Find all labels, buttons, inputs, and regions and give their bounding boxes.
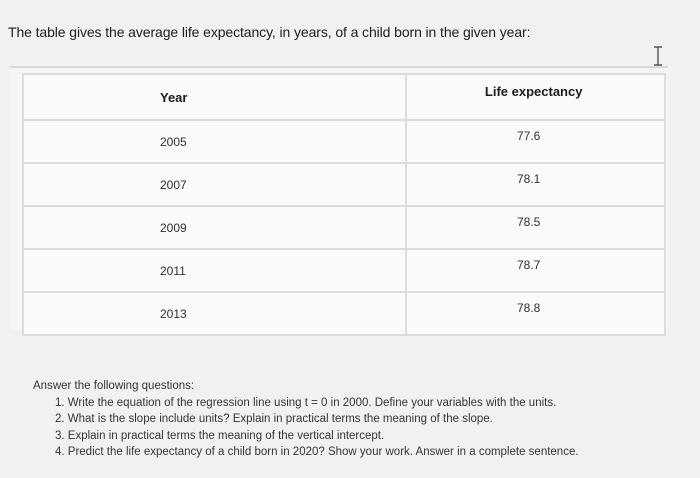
year-value: 2009 — [160, 220, 187, 235]
life-value: 78.7 — [517, 257, 541, 272]
life-value: 78.8 — [517, 300, 541, 315]
question-item: 4. Predict the life expectancy of a chil… — [55, 446, 579, 458]
life-expectancy-table: Year Life expectancy 2005 77.6 2007 78.1… — [21, 73, 666, 336]
questions-block: Answer the following questions: 1. Write… — [33, 378, 579, 461]
questions-list: 1. Write the equation of the regression … — [55, 395, 579, 461]
header-life-label: Life expectancy — [484, 83, 583, 99]
questions-intro: Answer the following questions: — [33, 380, 195, 392]
header-life-expectancy: Life expectancy — [405, 73, 666, 121]
table-header-row: Year Life expectancy — [21, 73, 666, 121]
table-row: 2013 78.8 — [21, 291, 666, 336]
life-value: 77.6 — [517, 128, 541, 143]
year-cell: 2007 — [21, 162, 408, 207]
life-cell: 77.6 — [405, 119, 666, 164]
year-cell: 2011 — [21, 248, 408, 293]
table-row: 2005 77.6 — [21, 119, 666, 164]
year-value: 2013 — [160, 306, 187, 321]
question-item: 3. Explain in practical terms the meanin… — [55, 429, 385, 442]
life-cell: 78.7 — [405, 248, 666, 293]
intro-text: The table gives the average life expecta… — [8, 24, 531, 40]
life-cell: 78.8 — [405, 291, 666, 336]
question-item: 1. Write the equation of the regression … — [55, 396, 557, 409]
year-value: 2011 — [160, 263, 186, 278]
life-value: 78.5 — [517, 214, 541, 229]
table-row: 2007 78.1 — [21, 162, 666, 207]
year-cell: 2005 — [21, 119, 408, 164]
life-cell: 78.1 — [405, 162, 666, 207]
year-value: 2007 — [160, 177, 187, 192]
question-item: 2. What is the slope include units? Expl… — [55, 413, 493, 425]
life-cell: 78.5 — [405, 205, 666, 250]
table-container: Year Life expectancy 2005 77.6 2007 78.1… — [10, 66, 668, 336]
table-row: 2009 78.5 — [21, 205, 666, 250]
header-year-label: Year — [160, 89, 188, 105]
year-cell: 2009 — [21, 205, 408, 250]
header-year: Year — [21, 73, 408, 121]
table-row: 2011 78.7 — [21, 248, 666, 293]
year-cell: 2013 — [21, 291, 408, 336]
life-value: 78.1 — [517, 171, 541, 186]
year-value: 2005 — [160, 134, 187, 149]
text-cursor-icon — [654, 46, 662, 66]
